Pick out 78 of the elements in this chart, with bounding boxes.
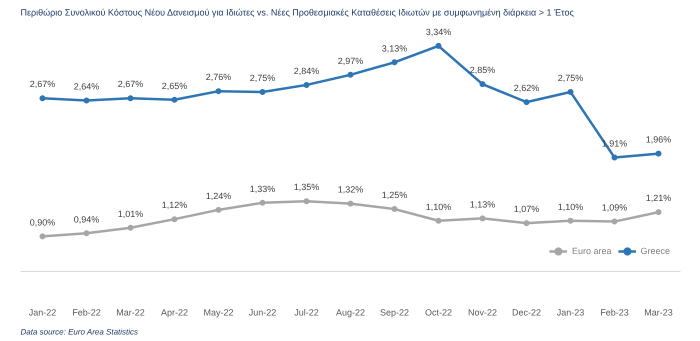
x-tick-label: Mar-22 (116, 308, 145, 318)
point (524, 99, 530, 106)
point (84, 230, 90, 236)
x-tick-label: Feb-23 (600, 308, 629, 318)
legend-label: Euro area (572, 246, 612, 256)
data-label: 1,10% (558, 202, 584, 212)
data-label: 3,13% (382, 43, 408, 54)
x-tick-label: Jan-22 (28, 308, 56, 318)
point (656, 209, 662, 216)
data-label: 1,25% (382, 190, 408, 200)
data-label: 1,35% (294, 182, 320, 192)
data-label: 0,90% (30, 217, 56, 228)
point (216, 206, 222, 213)
x-tick-label: Jul-22 (294, 308, 319, 318)
point (392, 206, 398, 212)
data-label: 3,34% (426, 26, 452, 37)
data-label: 2,75% (558, 72, 584, 83)
point (656, 150, 662, 157)
point (480, 215, 486, 222)
point (436, 42, 442, 49)
x-tick-label: Dec-22 (512, 308, 542, 318)
point (612, 218, 618, 225)
x-tick-label: Aug-22 (336, 308, 366, 318)
data-label: 2,67% (118, 79, 144, 90)
point (436, 218, 442, 224)
x-tick-label: Mar-23 (644, 308, 673, 318)
point (172, 96, 178, 103)
data-label: 2,76% (206, 72, 232, 82)
data-label: 2,65% (162, 80, 188, 91)
data-label: 1,33% (250, 184, 276, 194)
point (216, 88, 222, 94)
data-label: 1,96% (646, 134, 672, 145)
data-label: 1,07% (514, 204, 540, 214)
point (84, 98, 90, 104)
x-tick-label: Apr-22 (160, 308, 188, 318)
x-tick-label: Oct-22 (424, 308, 452, 318)
point (128, 95, 134, 102)
data-label: 1,09% (602, 202, 628, 213)
x-tick-label: Sep-22 (380, 308, 410, 318)
x-tick-label: Nov-22 (468, 308, 498, 318)
data-label: 2,64% (74, 82, 100, 92)
point (40, 95, 46, 102)
data-label: 1,32% (338, 184, 364, 195)
data-label: 1,13% (470, 199, 496, 210)
data-label: 1,24% (206, 190, 232, 201)
point (480, 81, 486, 88)
point (40, 233, 46, 240)
data-label: 0,94% (74, 214, 100, 224)
x-tick-label: May-22 (203, 308, 234, 318)
data-label: 2,75% (250, 72, 276, 83)
point (260, 88, 266, 95)
point (260, 200, 266, 206)
chart-title: Περιθώριο Συνολικού Κόστους Νέου Δανεισμού για Ιδιώτες vs. Νέες Προθεσμιακές Καταθέσεις Ιδιωτών με συμφωνημένη διάρκεια > 1 Έτος (20, 8, 574, 18)
x-tick-label: Feb-22 (72, 308, 101, 318)
x-tick-label: Jan-23 (556, 308, 584, 318)
data-label: 2,62% (514, 83, 540, 94)
data-label: 1,12% (162, 200, 188, 210)
point (568, 88, 574, 95)
point (348, 200, 354, 207)
legend-label: Greece (640, 246, 670, 256)
data-label: 2,85% (470, 65, 496, 76)
data-label: 1,10% (426, 202, 452, 212)
point (392, 59, 398, 66)
point (128, 224, 134, 231)
source-note: Data source: Euro Area Statistics (20, 328, 138, 336)
point (304, 198, 310, 204)
data-label: 2,84% (294, 66, 320, 76)
data-label: 2,67% (30, 79, 56, 90)
point (172, 216, 178, 222)
x-tick-label: Jun-22 (248, 308, 276, 318)
data-label: 2,97% (338, 56, 364, 66)
point (568, 218, 574, 224)
data-label: 1,21% (646, 193, 672, 204)
data-label: 1,01% (118, 208, 144, 219)
point (348, 72, 354, 78)
point (524, 220, 530, 226)
point (612, 154, 618, 161)
point (304, 82, 310, 88)
